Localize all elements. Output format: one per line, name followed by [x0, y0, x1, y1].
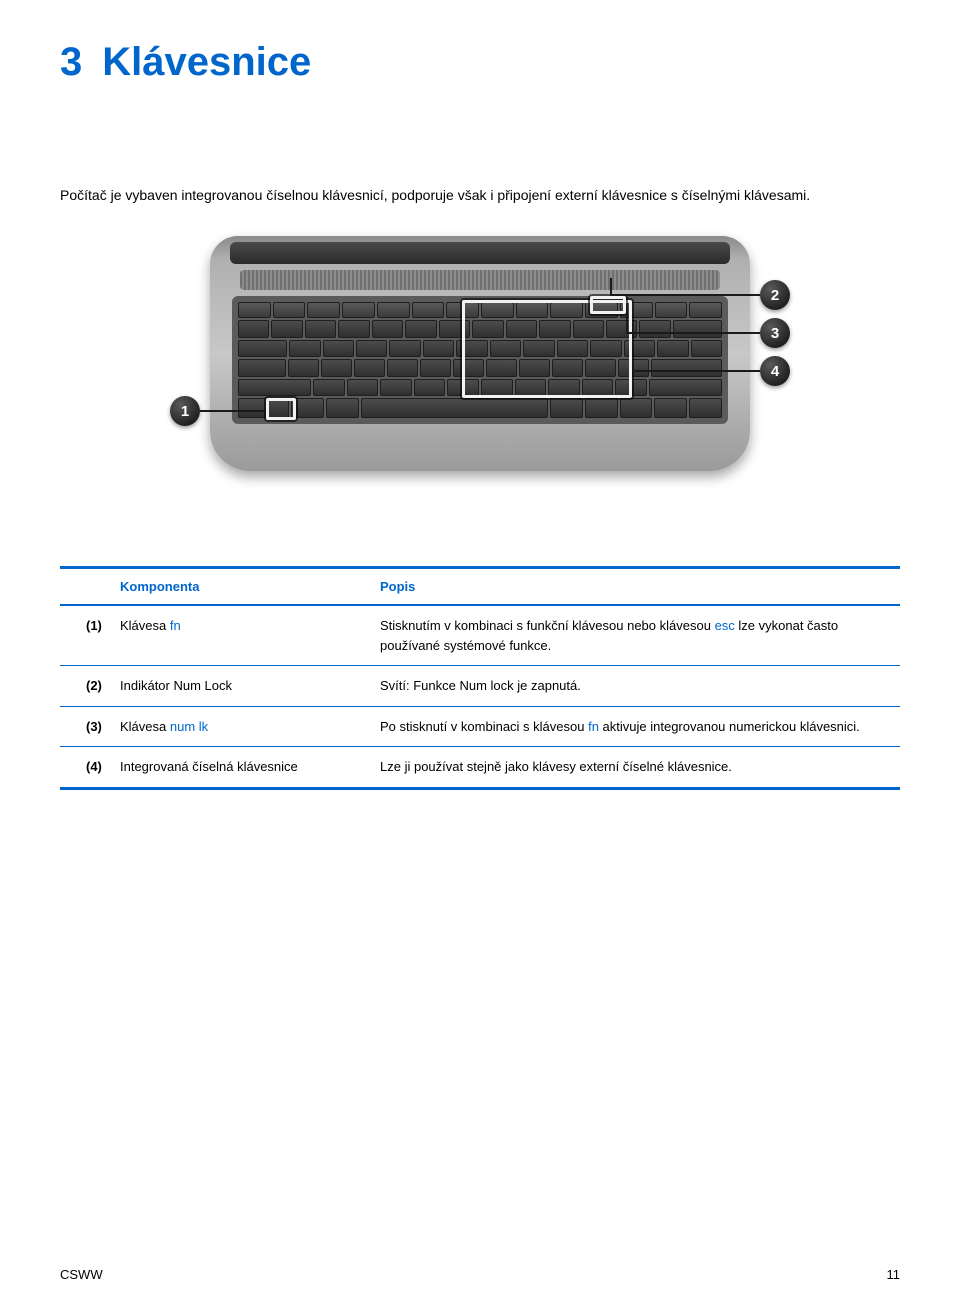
- speaker-strip: [240, 270, 720, 290]
- row-desc-pre: Po stisknutí v kombinaci s klávesou: [380, 719, 588, 734]
- row-comp-pre: Indikátor Num Lock: [120, 678, 232, 693]
- callout-4-lead: [632, 370, 760, 372]
- keyboard-deck: [232, 296, 728, 424]
- callout-2-lead: [610, 294, 760, 296]
- row-desc-post: aktivuje integrovanou numerickou klávesn…: [599, 719, 860, 734]
- row-index: (3): [86, 719, 102, 734]
- callout-1: 1: [170, 396, 200, 426]
- laptop-hinge: [230, 242, 730, 264]
- table-row: (3) Klávesa num lk Po stisknutí v kombin…: [60, 706, 900, 747]
- row-desc-kw: esc: [715, 618, 735, 633]
- row-index: (1): [86, 618, 102, 633]
- callout-4: 4: [760, 356, 790, 386]
- row-comp-kw: fn: [170, 618, 181, 633]
- row-comp-pre: Klávesa: [120, 719, 170, 734]
- table-head-desc: Popis: [372, 568, 900, 606]
- component-table: Komponenta Popis (1) Klávesa fn Stisknut…: [60, 566, 900, 790]
- callout-3-lead-v: [626, 306, 628, 334]
- callout-3: 3: [760, 318, 790, 348]
- footer-page-number: 11: [887, 1267, 901, 1282]
- footer-left: CSWW: [60, 1267, 103, 1282]
- keyboard-diagram: 1 2 3 4: [60, 236, 900, 526]
- intro-paragraph: Počítač je vybaven integrovanou číselnou…: [60, 185, 900, 206]
- row-comp-kw: num lk: [170, 719, 208, 734]
- callout-1-lead: [200, 410, 264, 412]
- row-index: (2): [86, 678, 102, 693]
- row-comp-pre: Klávesa: [120, 618, 170, 633]
- table-head-blank: [60, 568, 112, 606]
- table-row: (4) Integrovaná číselná klávesnice Lze j…: [60, 747, 900, 789]
- row-desc-pre: Lze ji používat stejně jako klávesy exte…: [380, 759, 732, 774]
- chapter-title: Klávesnice: [102, 40, 311, 84]
- row-desc-pre: Svítí: Funkce Num lock je zapnutá.: [380, 678, 581, 693]
- table-row: (2) Indikátor Num Lock Svítí: Funkce Num…: [60, 666, 900, 707]
- chapter-number: 3: [60, 40, 82, 84]
- chapter-heading: 3 Klávesnice: [60, 40, 900, 85]
- callout-3-lead: [628, 332, 760, 334]
- row-desc-pre: Stisknutím v kombinaci s funkční kláveso…: [380, 618, 715, 633]
- page-footer: CSWW 11: [60, 1267, 900, 1282]
- table-row: (1) Klávesa fn Stisknutím v kombinaci s …: [60, 605, 900, 666]
- row-comp-pre: Integrovaná číselná klávesnice: [120, 759, 298, 774]
- table-head-component: Komponenta: [112, 568, 372, 606]
- callout-2: 2: [760, 280, 790, 310]
- row-index: (4): [86, 759, 102, 774]
- row-desc-kw: fn: [588, 719, 599, 734]
